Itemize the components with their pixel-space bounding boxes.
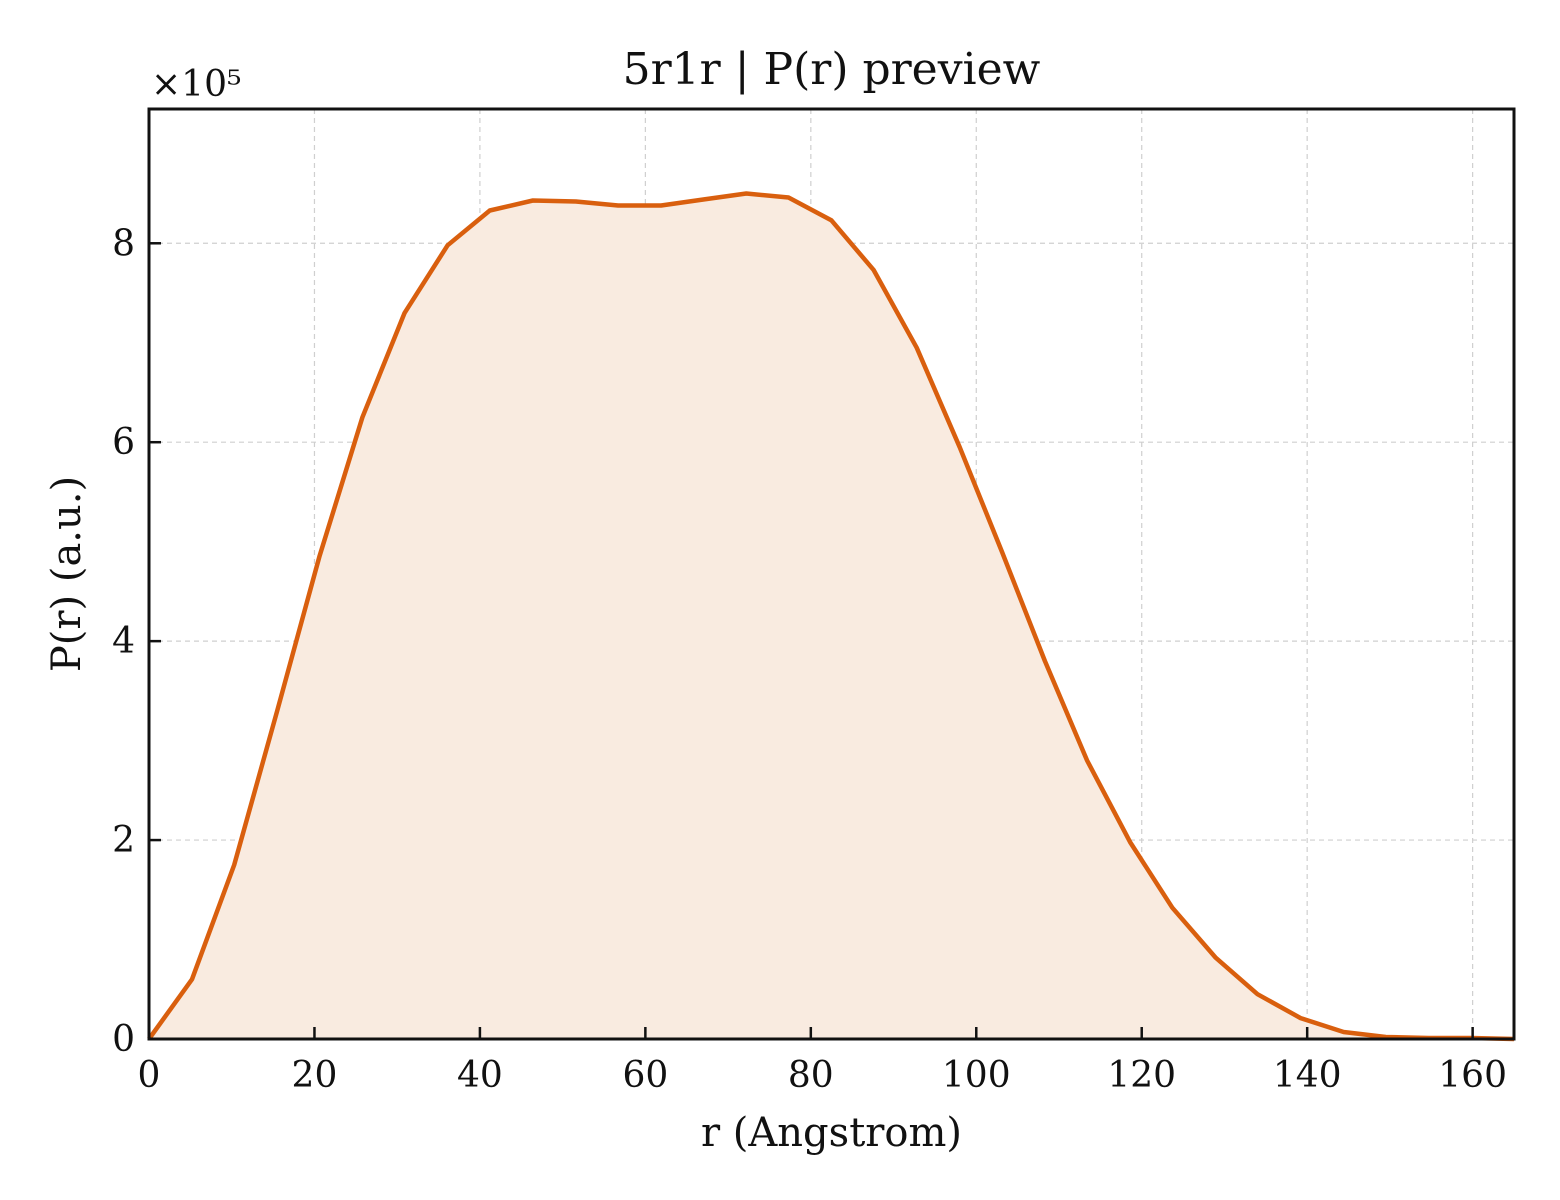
y-tick-label-2: 4 bbox=[112, 621, 135, 662]
series-line bbox=[147, 191, 1515, 1042]
y-tick-label-1: 2 bbox=[112, 820, 135, 861]
x-tick-label-5: 100 bbox=[942, 1055, 1011, 1096]
y-tick-label-4: 8 bbox=[112, 223, 135, 264]
x-tick-label-4: 80 bbox=[788, 1055, 834, 1096]
x-tick-label-2: 40 bbox=[457, 1055, 503, 1096]
x-axis-label: r (Angstrom) bbox=[701, 1110, 962, 1156]
x-tick-label-3: 60 bbox=[622, 1055, 668, 1096]
x-tick-label-7: 140 bbox=[1273, 1055, 1342, 1096]
y-axis-label: P(r) (a.u.) bbox=[44, 476, 90, 672]
x-tick-label-8: 160 bbox=[1438, 1055, 1507, 1096]
plot-frame bbox=[147, 107, 1516, 1041]
y-axis-multiplier: ×10⁵ bbox=[151, 64, 241, 105]
x-tick-label-6: 120 bbox=[1107, 1055, 1176, 1096]
ticks: 0 20 40 60 80 100 120 140 160 0 2 4 6 8 bbox=[112, 223, 1507, 1096]
x-tick-label-1: 20 bbox=[292, 1055, 338, 1096]
y-tick-label-0: 0 bbox=[112, 1019, 135, 1060]
x-tick-label-0: 0 bbox=[138, 1055, 161, 1096]
chart-title: 5r1r | P(r) preview bbox=[623, 44, 1041, 95]
area-fill bbox=[149, 193, 1514, 1039]
y-tick-label-3: 6 bbox=[112, 422, 135, 463]
